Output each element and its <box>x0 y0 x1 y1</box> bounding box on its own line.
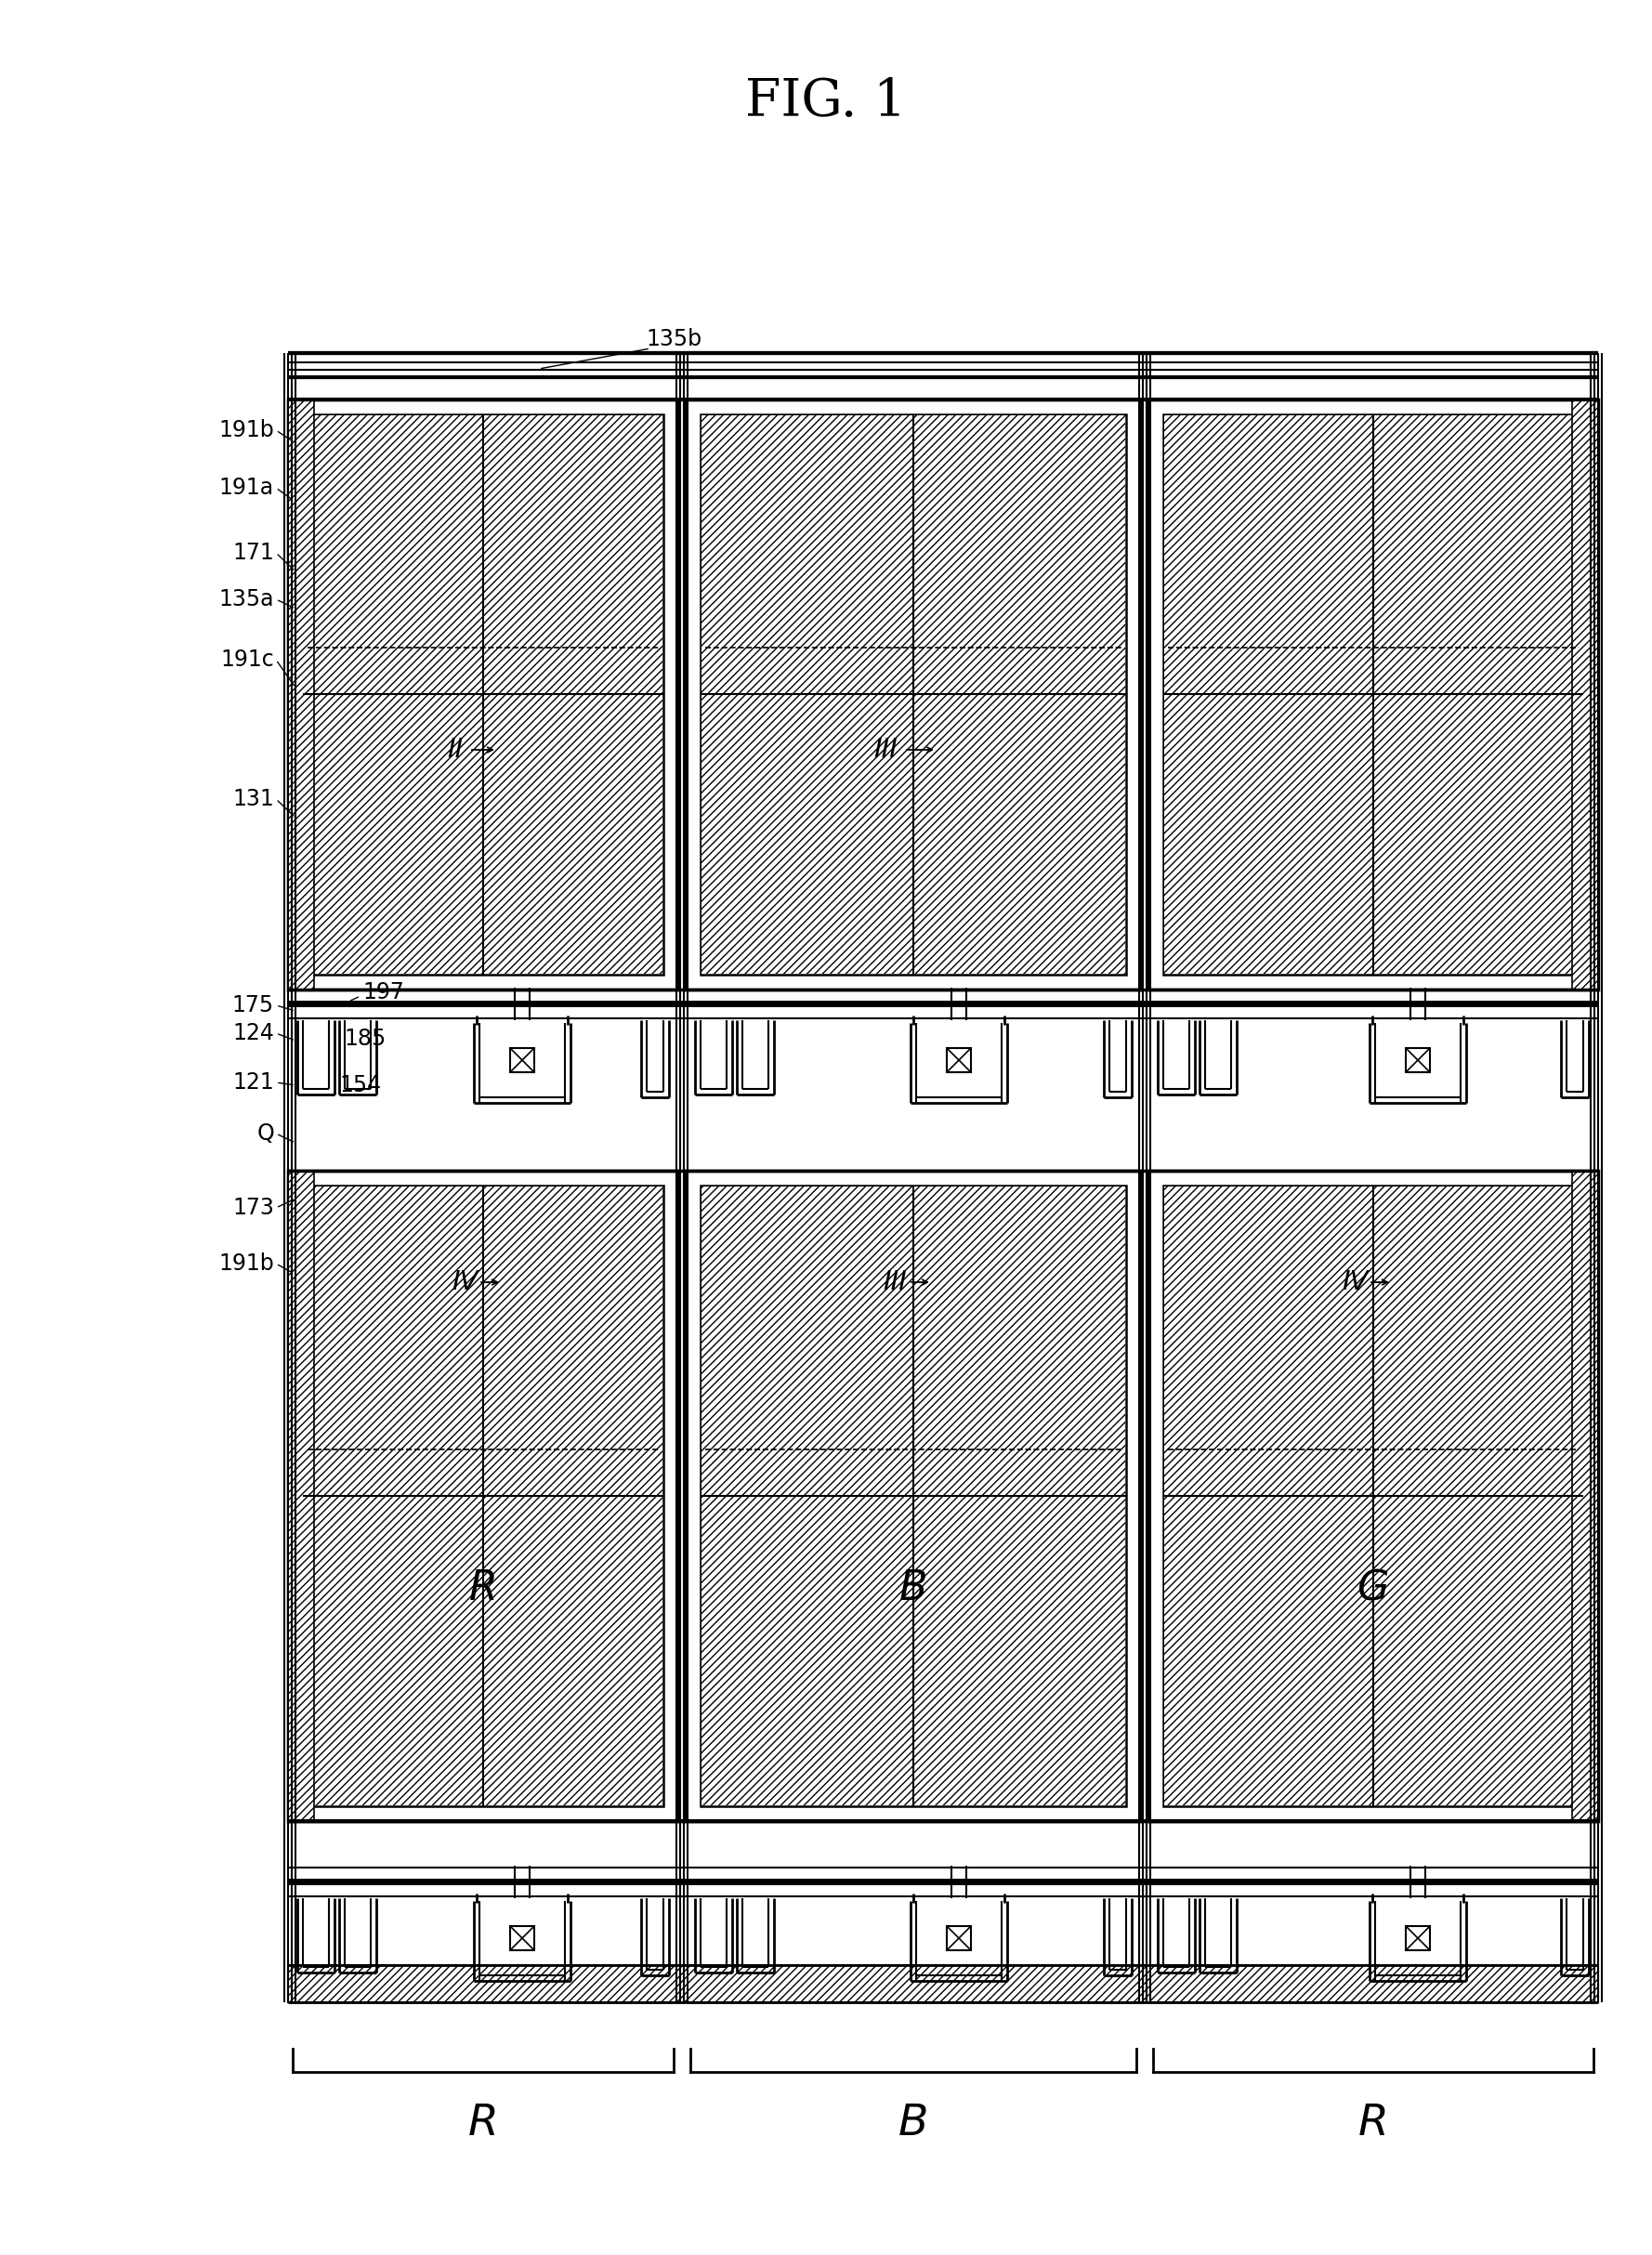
Text: R: R <box>468 2102 499 2145</box>
Bar <box>947 1049 971 1071</box>
Bar <box>1573 1170 1597 1822</box>
Bar <box>510 1049 534 1071</box>
Text: 173: 173 <box>233 1197 274 1220</box>
Bar <box>287 399 679 990</box>
Text: G: G <box>1358 1569 1389 1608</box>
Bar <box>1148 399 1597 990</box>
Bar <box>1148 1170 1597 1822</box>
Text: FIG. 1: FIG. 1 <box>745 77 907 129</box>
Bar <box>686 399 1142 990</box>
Bar <box>1406 1049 1431 1071</box>
Bar <box>1163 415 1583 974</box>
Text: B: B <box>899 2102 928 2145</box>
Text: 154: 154 <box>339 1073 382 1096</box>
Bar <box>304 415 662 974</box>
Bar <box>287 1964 1597 2002</box>
Bar <box>700 415 1127 974</box>
Text: Q: Q <box>256 1123 274 1146</box>
Text: III: III <box>882 1270 907 1294</box>
Text: 121: 121 <box>233 1071 274 1094</box>
Text: IV: IV <box>1341 1270 1368 1294</box>
Bar <box>287 1170 314 1822</box>
Bar <box>1165 415 1583 974</box>
Bar <box>510 1926 534 1951</box>
Text: 175: 175 <box>233 994 274 1017</box>
Bar <box>302 415 664 974</box>
Bar <box>302 1186 664 1806</box>
Text: 191a: 191a <box>220 476 274 498</box>
Text: B: B <box>899 1569 927 1608</box>
Bar <box>947 1926 971 1951</box>
Text: 135b: 135b <box>646 327 702 350</box>
Bar <box>304 1186 662 1806</box>
Bar <box>1573 399 1597 990</box>
Text: 191b: 191b <box>218 1252 274 1274</box>
Text: 197: 197 <box>362 981 405 1003</box>
Text: 191b: 191b <box>218 419 274 442</box>
Text: 124: 124 <box>233 1022 274 1044</box>
Bar <box>1165 1186 1583 1806</box>
Bar <box>686 1170 1142 1822</box>
Text: 171: 171 <box>233 541 274 564</box>
Bar <box>702 415 1125 974</box>
Text: 131: 131 <box>233 787 274 810</box>
Text: IV: IV <box>451 1270 477 1294</box>
Bar <box>1163 1186 1583 1806</box>
Bar <box>702 1186 1125 1806</box>
Text: II: II <box>448 737 463 762</box>
Text: 185: 185 <box>344 1028 387 1051</box>
Text: R: R <box>469 1569 497 1608</box>
Bar <box>287 1170 679 1822</box>
Bar <box>700 1186 1127 1806</box>
Bar <box>287 399 314 990</box>
Text: 191c: 191c <box>220 649 274 670</box>
Text: R: R <box>1358 2102 1389 2145</box>
Text: 135a: 135a <box>218 589 274 611</box>
Text: III: III <box>874 737 897 762</box>
Bar <box>1406 1926 1431 1951</box>
